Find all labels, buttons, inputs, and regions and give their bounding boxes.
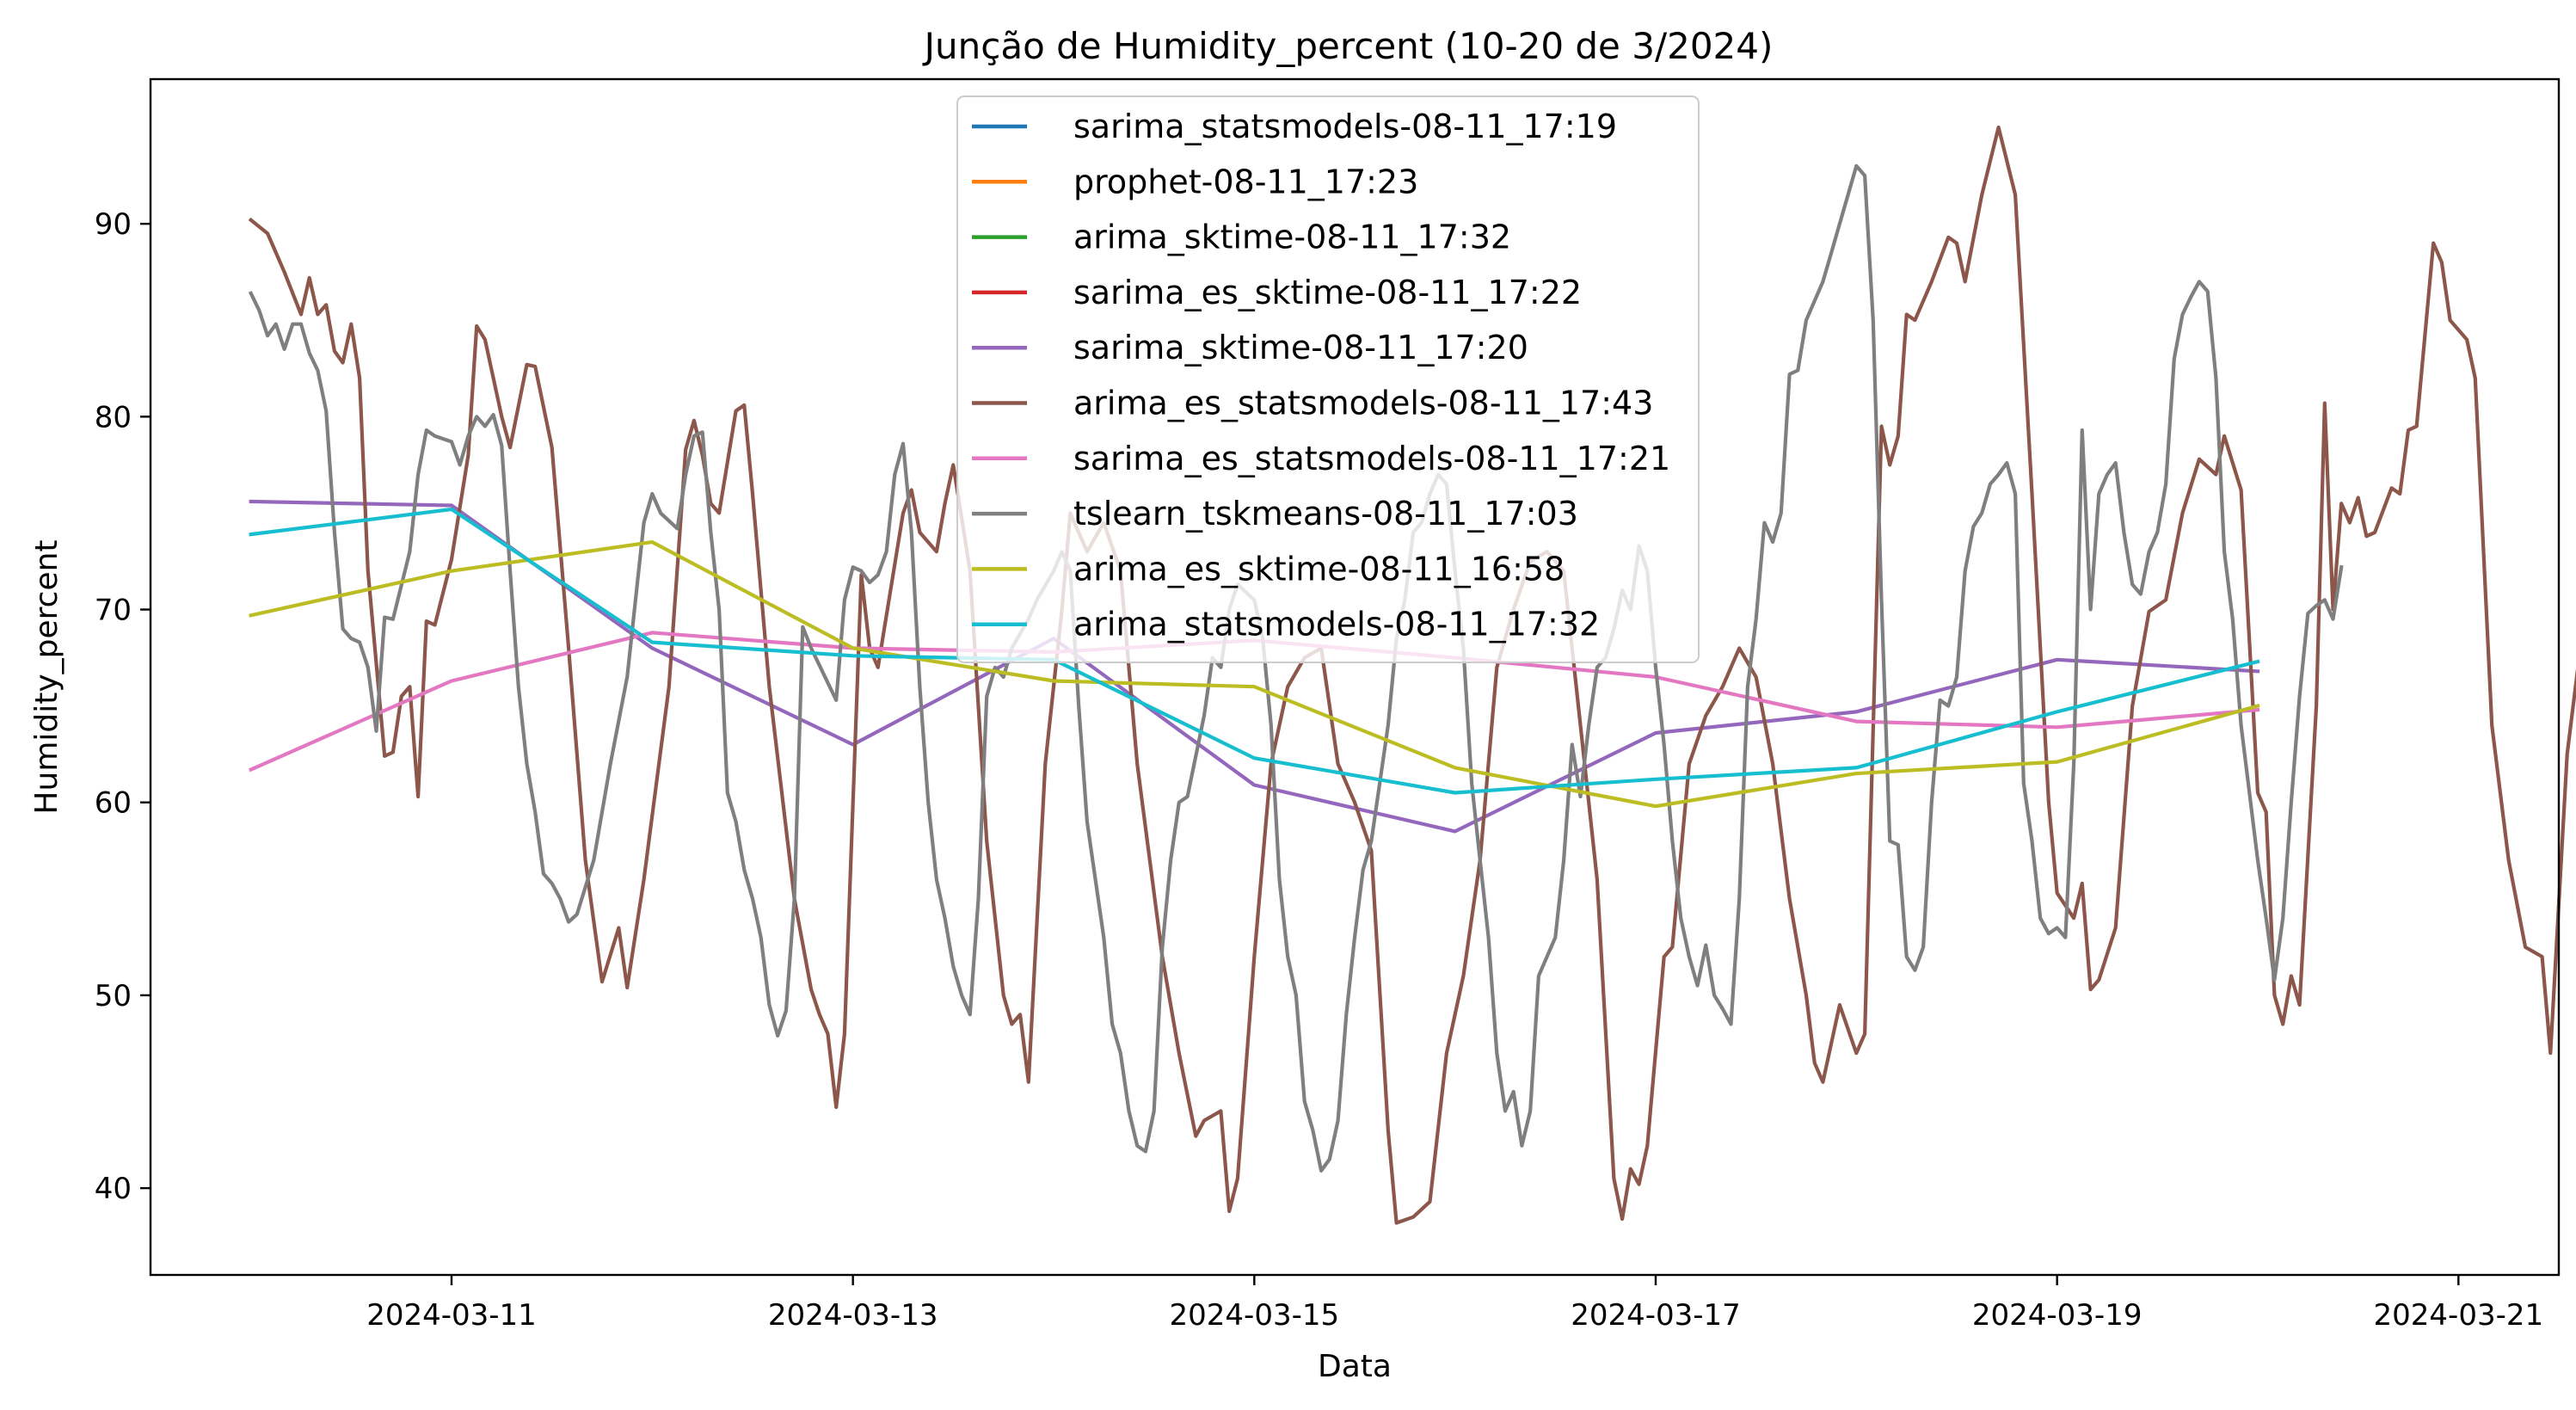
y-tick-label: 40: [95, 1172, 132, 1206]
legend-label-sarima-statsmodels: sarima_statsmodels-08-11_17:19: [1073, 108, 1617, 145]
y-tick-label: 60: [95, 786, 132, 821]
legend-box: [956, 95, 1700, 663]
x-axis: 2024-03-11 2024-03-13 2024-03-15 2024-03-17…: [366, 1275, 2543, 1333]
x-tick-label: 2024-03-17: [1571, 1298, 1741, 1333]
series-line-arima-es-sktime: [249, 540, 2260, 809]
y-tick-label: 90: [95, 207, 132, 242]
legend-label-prophet: prophet-08-11_17:23: [1073, 163, 1418, 200]
legend-label-sarima-sktime: sarima_sktime-08-11_17:20: [1073, 329, 1528, 366]
legend-label-arima-statsmodels: arima_statsmodels-08-11_17:32: [1073, 606, 1600, 643]
y-tick-label: 50: [95, 979, 132, 1013]
y-tick-label: 70: [95, 594, 132, 628]
series-line-arima-statsmodels: [249, 507, 2260, 795]
plot-frame: [149, 77, 2561, 1277]
x-tick-label: 2024-03-11: [366, 1298, 537, 1333]
legend-label-arima-es-sktime: arima_es_sktime-08-11_16:58: [1073, 550, 1565, 588]
legend-label-sarima-es-statsmodels: sarima_es_statsmodels-08-11_17:21: [1073, 440, 1670, 477]
x-tick-label: 2024-03-13: [768, 1298, 938, 1333]
chart-title: Junção de Humidity_percent (10-20 de 3/2…: [922, 25, 1774, 67]
legend-label-arima-es-statsmodels: arima_es_statsmodels-08-11_17:43: [1073, 385, 1653, 422]
y-axis-label: Humidity_percent: [29, 539, 65, 814]
y-tick-label: 80: [95, 400, 132, 434]
x-tick-label: 2024-03-15: [1170, 1298, 1340, 1333]
x-tick-label: 2024-03-19: [1972, 1298, 2143, 1333]
legend-label-tslearn-tskmeans: tslearn_tskmeans-08-11_17:03: [1073, 495, 1578, 533]
x-tick-label: 2024-03-21: [2374, 1298, 2544, 1333]
legend-label-sarima-es-sktime: sarima_es_sktime-08-11_17:22: [1073, 274, 1582, 311]
legend: sarima_statsmodels-08-11_17:19 prophet-08…: [956, 95, 1700, 663]
x-axis-label: Data: [1318, 1349, 1392, 1384]
series-line-tslearn-tskmeans: [248, 163, 2344, 1173]
series-line-sarima-sktime: [249, 499, 2260, 834]
legend-label-arima-sktime: arima_sktime-08-11_17:32: [1073, 219, 1511, 256]
y-axis: 40 50 60 70 80 90: [95, 207, 151, 1206]
